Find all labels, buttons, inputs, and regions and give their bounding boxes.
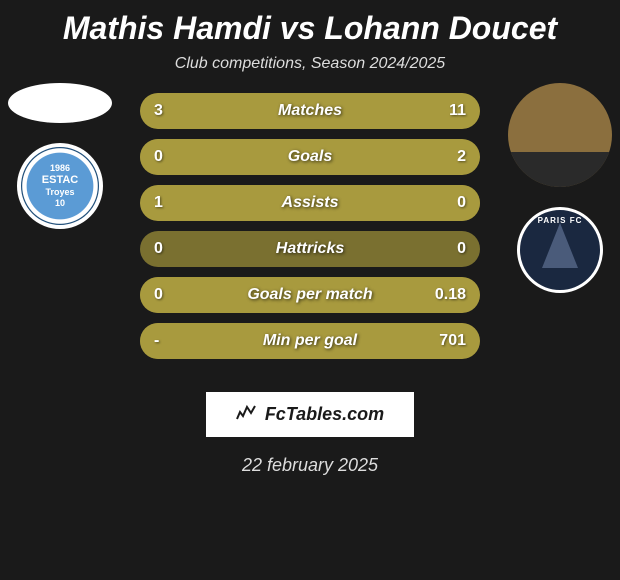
stat-label: Matches xyxy=(278,102,342,120)
stats-container: 3 Matches 11 0 Goals 2 1 Assists 0 0 Hat… xyxy=(140,93,480,359)
club-logo-left: 1986 ESTAC Troyes 10 xyxy=(17,143,103,229)
page-subtitle: Club competitions, Season 2024/2025 xyxy=(0,55,620,73)
stat-value-left: 1 xyxy=(154,194,163,212)
player-right-photo xyxy=(508,83,612,187)
brand-text: FcTables.com xyxy=(265,404,384,424)
brand-icon xyxy=(236,404,256,425)
stat-value-left: 0 xyxy=(154,286,163,304)
page-title: Mathis Hamdi vs Lohann Doucet xyxy=(0,10,620,47)
stat-row-goals: 0 Goals 2 xyxy=(140,139,480,175)
stat-row-goals-per-match: 0 Goals per match 0.18 xyxy=(140,277,480,313)
footer: FcTables.com 22 february 2025 xyxy=(0,392,620,476)
stat-label: Assists xyxy=(282,194,339,212)
player-left-photo xyxy=(8,83,112,123)
club-left-name: ESTAC xyxy=(42,174,78,187)
stat-value-right: 0 xyxy=(457,194,466,212)
stat-value-left: 3 xyxy=(154,102,163,120)
club-right-name: PARIS FC xyxy=(538,216,583,225)
stat-value-right: 0 xyxy=(457,240,466,258)
stat-label: Goals xyxy=(288,148,332,166)
stat-fill-left xyxy=(140,93,211,129)
player-left-panel: 1986 ESTAC Troyes 10 xyxy=(8,83,112,229)
stat-value-right: 11 xyxy=(449,102,466,120)
stat-fill-right xyxy=(211,93,480,129)
stat-value-right: 701 xyxy=(439,332,466,350)
club-left-number: 10 xyxy=(55,198,65,209)
club-logo-left-content: 1986 ESTAC Troyes 10 xyxy=(42,163,78,209)
stat-row-matches: 3 Matches 11 xyxy=(140,93,480,129)
stat-value-left: 0 xyxy=(154,240,163,258)
player-right-panel: PARIS FC xyxy=(508,83,612,293)
stat-row-assists: 1 Assists 0 xyxy=(140,185,480,221)
content-area: 1986 ESTAC Troyes 10 PARIS FC 3 Matches … xyxy=(0,78,620,384)
club-logo-right: PARIS FC xyxy=(517,207,603,293)
footer-date: 22 february 2025 xyxy=(0,455,620,476)
stat-label: Min per goal xyxy=(263,332,357,350)
header: Mathis Hamdi vs Lohann Doucet Club compe… xyxy=(0,0,620,78)
club-left-year: 1986 xyxy=(50,163,70,174)
stat-row-min-per-goal: - Min per goal 701 xyxy=(140,323,480,359)
club-left-city: Troyes xyxy=(45,187,74,198)
stat-label: Hattricks xyxy=(276,240,344,258)
stat-value-right: 2 xyxy=(457,148,466,166)
stat-value-left: - xyxy=(154,332,159,350)
stat-value-left: 0 xyxy=(154,148,163,166)
stat-value-right: 0.18 xyxy=(435,286,466,304)
stat-row-hattricks: 0 Hattricks 0 xyxy=(140,231,480,267)
stat-label: Goals per match xyxy=(247,286,372,304)
brand-badge: FcTables.com xyxy=(206,392,414,437)
